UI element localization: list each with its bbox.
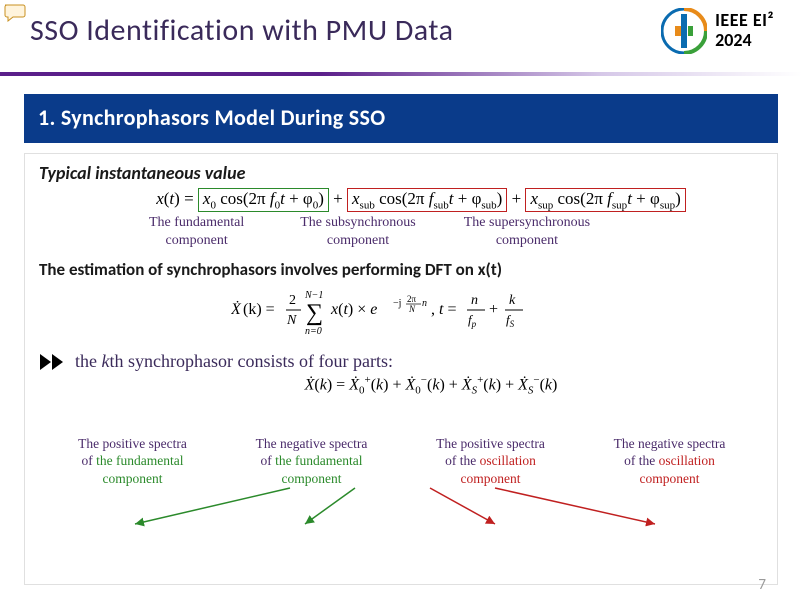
term-fundamental: x0 cos(2π f0t + φ0) <box>198 188 329 212</box>
annot-pos-fund: The positive spectra of the fundamental … <box>43 435 222 488</box>
svg-text:−j: −j <box>393 298 401 309</box>
annot-neg-osc: The negative spectra of the oscillation … <box>580 435 759 488</box>
svg-text:Ẋ: Ẋ <box>231 300 242 318</box>
svg-text:N: N <box>408 304 416 314</box>
svg-text:+: + <box>489 301 498 318</box>
term-supsync: xsup cos(2π fsupt + φsup) <box>525 188 685 212</box>
annot-neg-fund: The negative spectra of the fundamental … <box>222 435 401 488</box>
content-panel: Typical instantaneous value x(t) = x0 co… <box>24 153 778 585</box>
equation-dft: Ẋ (k) = 2 N ∑ N−1 n=0 x(t) × e −j 2π N n… <box>39 284 763 341</box>
kth-statement: the kth synchrophasor consists of four p… <box>75 351 393 372</box>
svg-text:x(t) × e: x(t) × e <box>330 301 377 318</box>
svg-text:∑: ∑ <box>306 300 323 326</box>
page-number: 7 <box>758 576 766 594</box>
svg-text:, t =: , t = <box>431 301 456 318</box>
equation-instantaneous: x(t) = x0 cos(2π f0t + φ0) + xsub cos(2π… <box>79 188 763 212</box>
svg-text:2: 2 <box>289 293 296 308</box>
subheading-typical: Typical instantaneous value <box>39 162 763 184</box>
svg-text:fp: fp <box>468 312 477 329</box>
logo-icon <box>661 8 707 54</box>
annot-supsync: The supersynchronouscomponent <box>464 214 590 249</box>
svg-text:N−1: N−1 <box>304 290 323 301</box>
fast-forward-icon <box>39 353 65 371</box>
equation-fourparts: Ẋ(k) = Ẋ0+(k) + Ẋ0−(k) + ẊS+(k) + ẊS−(k) <box>99 374 763 397</box>
svg-text:2π: 2π <box>407 294 417 304</box>
svg-text:N: N <box>286 313 297 328</box>
conference-logo: IEEE EI² 2024 <box>661 8 774 54</box>
spectra-annotations: The positive spectra of the fundamental … <box>39 435 763 488</box>
arrows-diagram <box>25 484 777 534</box>
annot-pos-osc: The positive spectra of the oscillation … <box>401 435 580 488</box>
svg-text:n: n <box>422 298 427 309</box>
svg-text:k: k <box>509 293 516 308</box>
slide-header: SSO Identification with PMU Data IEEE EI… <box>0 0 802 70</box>
svg-text:n=0: n=0 <box>305 326 322 336</box>
subheading-dft: The estimation of synchrophasors involve… <box>39 259 763 280</box>
svg-text:(k) =: (k) = <box>243 301 275 318</box>
svg-text:n: n <box>471 293 478 308</box>
section-heading: 1. Synchrophasors Model During SSO <box>24 94 778 143</box>
header-divider <box>0 72 802 76</box>
term-subsync: xsub cos(2π fsubt + φsub) <box>347 188 507 212</box>
term-annotations: The fundamentalcomponent The subsynchron… <box>149 214 763 249</box>
annot-fundamental: The fundamentalcomponent <box>149 214 244 249</box>
svg-text:fS: fS <box>506 312 515 329</box>
logo-text-year: 2024 <box>715 31 774 51</box>
annot-subsync: The subsynchronouscomponent <box>300 214 416 249</box>
